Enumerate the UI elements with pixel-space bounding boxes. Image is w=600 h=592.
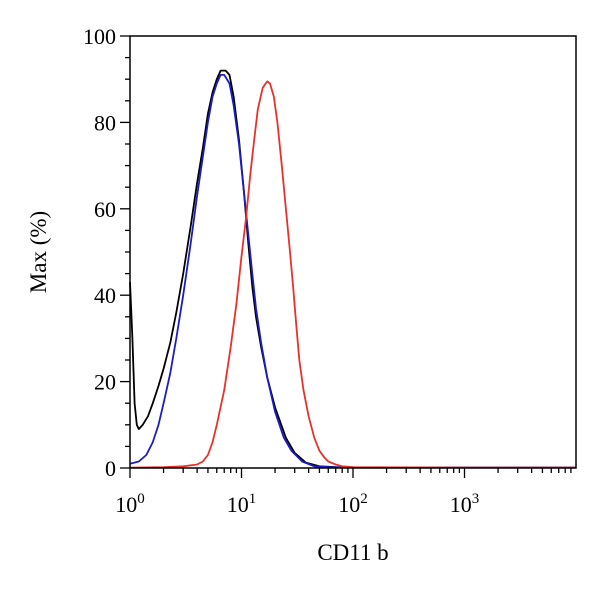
y-tick-label: 80 — [94, 110, 116, 135]
y-axis-title: Max (%) — [26, 211, 51, 293]
y-tick-label: 60 — [94, 197, 116, 222]
x-axis-ticks: 100 101 102 103 — [115, 468, 572, 517]
plot-frame — [129, 35, 577, 469]
series-curves — [129, 69, 576, 469]
x-tick-label: 102 — [338, 491, 368, 517]
series-line-3 — [129, 80, 576, 469]
x-tick-label: 103 — [450, 491, 480, 517]
series-line-1 — [129, 69, 576, 469]
x-tick-label: 101 — [227, 491, 257, 517]
y-tick-label: 20 — [94, 370, 116, 395]
x-axis-title: CD11 b — [317, 540, 388, 565]
y-tick-label: 0 — [105, 456, 116, 481]
series-line-2 — [129, 74, 576, 469]
x-tick-label: 100 — [115, 491, 145, 517]
y-tick-label: 40 — [94, 283, 116, 308]
y-axis-ticks: 0 20 40 60 80 100 — [83, 24, 130, 481]
y-tick-label: 100 — [83, 24, 116, 49]
